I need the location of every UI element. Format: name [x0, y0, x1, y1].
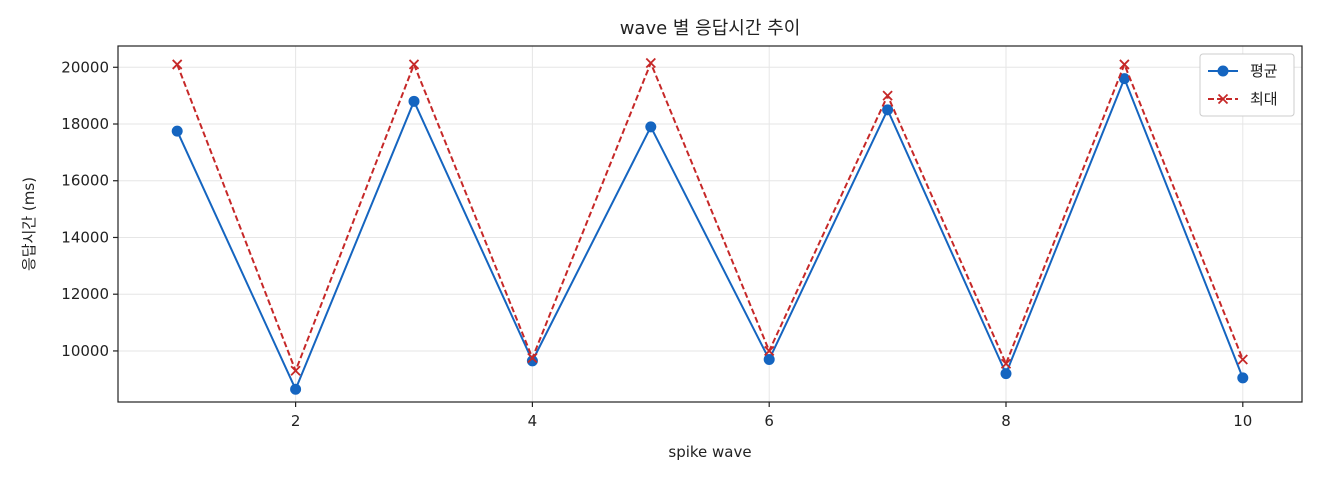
- x-marker-stroke: [408, 59, 420, 70]
- data-point-series-2: [645, 57, 656, 69]
- data-point-series-2: [1237, 354, 1248, 365]
- x-marker-stroke: [1000, 358, 1012, 369]
- x-marker-stroke: [882, 90, 893, 101]
- data-point-series-2: [1119, 59, 1130, 70]
- x-marker-stroke: [645, 57, 656, 69]
- data-point-series-1: [408, 95, 420, 107]
- data-point-series-1: [290, 383, 302, 395]
- data-point-series-1: [882, 104, 894, 116]
- x-tick-label: 6: [764, 412, 774, 430]
- data-point-series-1: [171, 125, 183, 137]
- y-tick-label: 20000: [61, 58, 109, 76]
- data-point-series-2: [290, 365, 301, 376]
- x-marker-stroke: [1119, 59, 1130, 70]
- data-point-series-2: [172, 59, 183, 70]
- x-marker-stroke: [172, 59, 183, 70]
- legend-marker-1: [1217, 65, 1229, 77]
- x-marker-stroke: [290, 365, 301, 376]
- legend-marker-2: [1217, 93, 1229, 105]
- x-marker-stroke: [527, 352, 538, 364]
- y-tick-label: 12000: [61, 285, 109, 303]
- series-line-2: [176, 62, 1244, 372]
- x-marker-stroke: [1237, 354, 1248, 365]
- data-point-series-1: [645, 121, 657, 133]
- data-point-series-2: [408, 59, 420, 70]
- grid-layer: [118, 46, 1302, 402]
- x-tick-label: 4: [528, 412, 538, 430]
- x-marker-stroke: [764, 345, 775, 357]
- plot-frame: [117, 45, 1303, 403]
- x-tick-label: 2: [291, 412, 301, 430]
- y-tick-label: 16000: [61, 172, 109, 190]
- data-point-series-2: [1000, 358, 1012, 369]
- data-point-series-2: [527, 352, 538, 364]
- y-tick-label: 10000: [61, 342, 109, 360]
- y-tick-label: 14000: [61, 228, 109, 246]
- y-axis-label: 응답시간 (ms): [20, 177, 38, 271]
- legend-label-2: 최대: [1250, 90, 1278, 108]
- data-point-series-1: [763, 353, 775, 365]
- x-tick-label: 8: [1001, 412, 1011, 430]
- x-axis-label: spike wave: [668, 443, 751, 461]
- legend-label-1: 평균: [1250, 62, 1278, 80]
- data-point-series-1: [1237, 372, 1249, 384]
- data-point-series-1: [1000, 368, 1012, 380]
- series-line-1: [176, 77, 1244, 391]
- legend-box: [1199, 53, 1295, 117]
- tick-layer: 2 4 6 8 10 10000 12000 14000 16000 18000 20000: [61, 58, 1252, 430]
- chart-title: wave 별 응답시간 추이: [620, 18, 801, 39]
- data-point-series-2: [882, 90, 893, 101]
- data-point-series-2: [764, 345, 775, 357]
- x-tick-label: 10: [1233, 412, 1252, 430]
- series-layer: [171, 57, 1249, 395]
- y-tick-label: 18000: [61, 115, 109, 133]
- x-marker-stroke: [1217, 93, 1229, 105]
